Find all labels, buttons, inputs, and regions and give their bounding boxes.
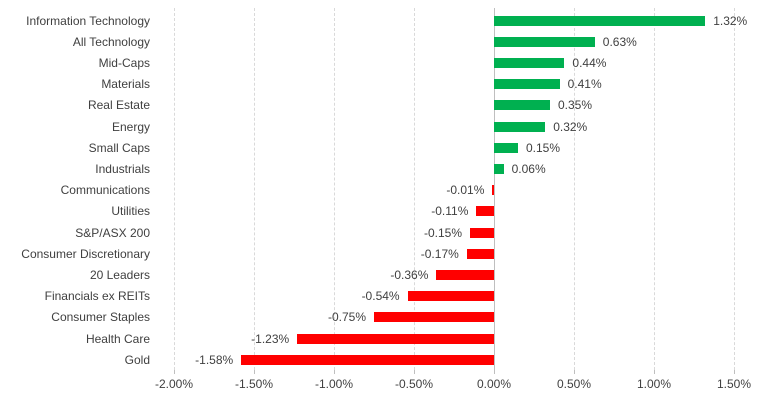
bar — [494, 142, 518, 153]
value-label: 0.44% — [572, 56, 607, 70]
bar — [494, 121, 546, 132]
category-label: Materials — [101, 77, 150, 92]
x-tick-label: 1.00% — [636, 377, 672, 391]
x-tick-label: -1.50% — [234, 377, 274, 391]
category-label: Health Care — [85, 331, 150, 346]
gridline — [654, 8, 655, 370]
value-label: 1.32% — [713, 13, 748, 28]
category-label: Utilities — [111, 204, 150, 219]
bar — [470, 227, 494, 238]
value-label: -0.15% — [423, 225, 462, 240]
value-label: -1.23% — [251, 331, 290, 346]
gridline — [734, 8, 735, 370]
category-label: Consumer Discretionary — [21, 246, 150, 261]
bar — [476, 206, 494, 217]
value-label: -0.17% — [420, 246, 459, 261]
x-axis-tick-mark — [334, 370, 335, 374]
value-label: 0.35% — [558, 98, 593, 113]
category-label: 20 Leaders — [89, 268, 150, 282]
bar — [241, 354, 494, 365]
category-label: Industrials — [95, 162, 150, 176]
x-axis-tick-mark — [574, 370, 575, 374]
value-label: -0.75% — [327, 310, 366, 325]
category-label: Small Caps — [88, 140, 150, 155]
x-axis-tick-mark — [494, 370, 495, 374]
x-axis-tick-mark — [254, 370, 255, 374]
x-axis-tick-mark — [414, 370, 415, 374]
x-tick-label: -0.50% — [394, 377, 434, 391]
value-label: 0.41% — [567, 77, 602, 92]
category-label: Mid-Caps — [98, 56, 150, 70]
value-label: -1.58% — [195, 352, 234, 367]
category-label: Financials ex REITs — [44, 289, 150, 304]
bar — [494, 100, 550, 111]
x-tick-label: -2.00% — [154, 377, 194, 391]
x-tick-label: 0.00% — [476, 377, 512, 391]
gridline — [414, 8, 415, 370]
category-label: All Technology — [72, 34, 150, 49]
category-label: Communications — [60, 183, 150, 198]
x-axis-tick-mark — [174, 370, 175, 374]
bar — [494, 58, 565, 68]
bar — [374, 312, 494, 323]
value-label: 0.32% — [553, 119, 588, 134]
x-axis-tick-mark — [654, 370, 655, 374]
category-label: Information Technology — [26, 13, 150, 28]
gridline — [174, 8, 175, 370]
category-label: Real Estate — [87, 98, 150, 113]
category-label: Consumer Staples — [51, 310, 150, 325]
x-tick-label: 0.50% — [556, 377, 592, 391]
bar — [494, 164, 504, 174]
value-label: -0.01% — [446, 183, 485, 198]
bar — [407, 291, 494, 302]
value-label: -0.54% — [361, 289, 400, 304]
bar — [466, 248, 494, 259]
x-tick-label: 1.50% — [716, 377, 752, 391]
gridline — [254, 8, 255, 370]
bar — [492, 185, 494, 196]
category-label: Gold — [124, 352, 150, 367]
x-tick-label: -1.00% — [314, 377, 354, 391]
bar — [297, 333, 494, 344]
x-axis-tick-mark — [734, 370, 735, 374]
value-label: 0.63% — [602, 34, 637, 49]
value-label: 0.06% — [511, 162, 546, 176]
gridline — [334, 8, 335, 370]
bar — [494, 79, 560, 90]
bar — [494, 15, 706, 26]
gridline — [574, 8, 575, 370]
value-label: -0.11% — [431, 204, 469, 219]
zero-axis-line — [494, 8, 495, 370]
bar — [494, 36, 595, 47]
value-label: -0.36% — [390, 268, 429, 282]
category-label: S&P/ASX 200 — [75, 225, 150, 240]
value-label: 0.15% — [526, 140, 561, 155]
category-label: Energy — [111, 119, 150, 134]
bar — [436, 270, 494, 280]
